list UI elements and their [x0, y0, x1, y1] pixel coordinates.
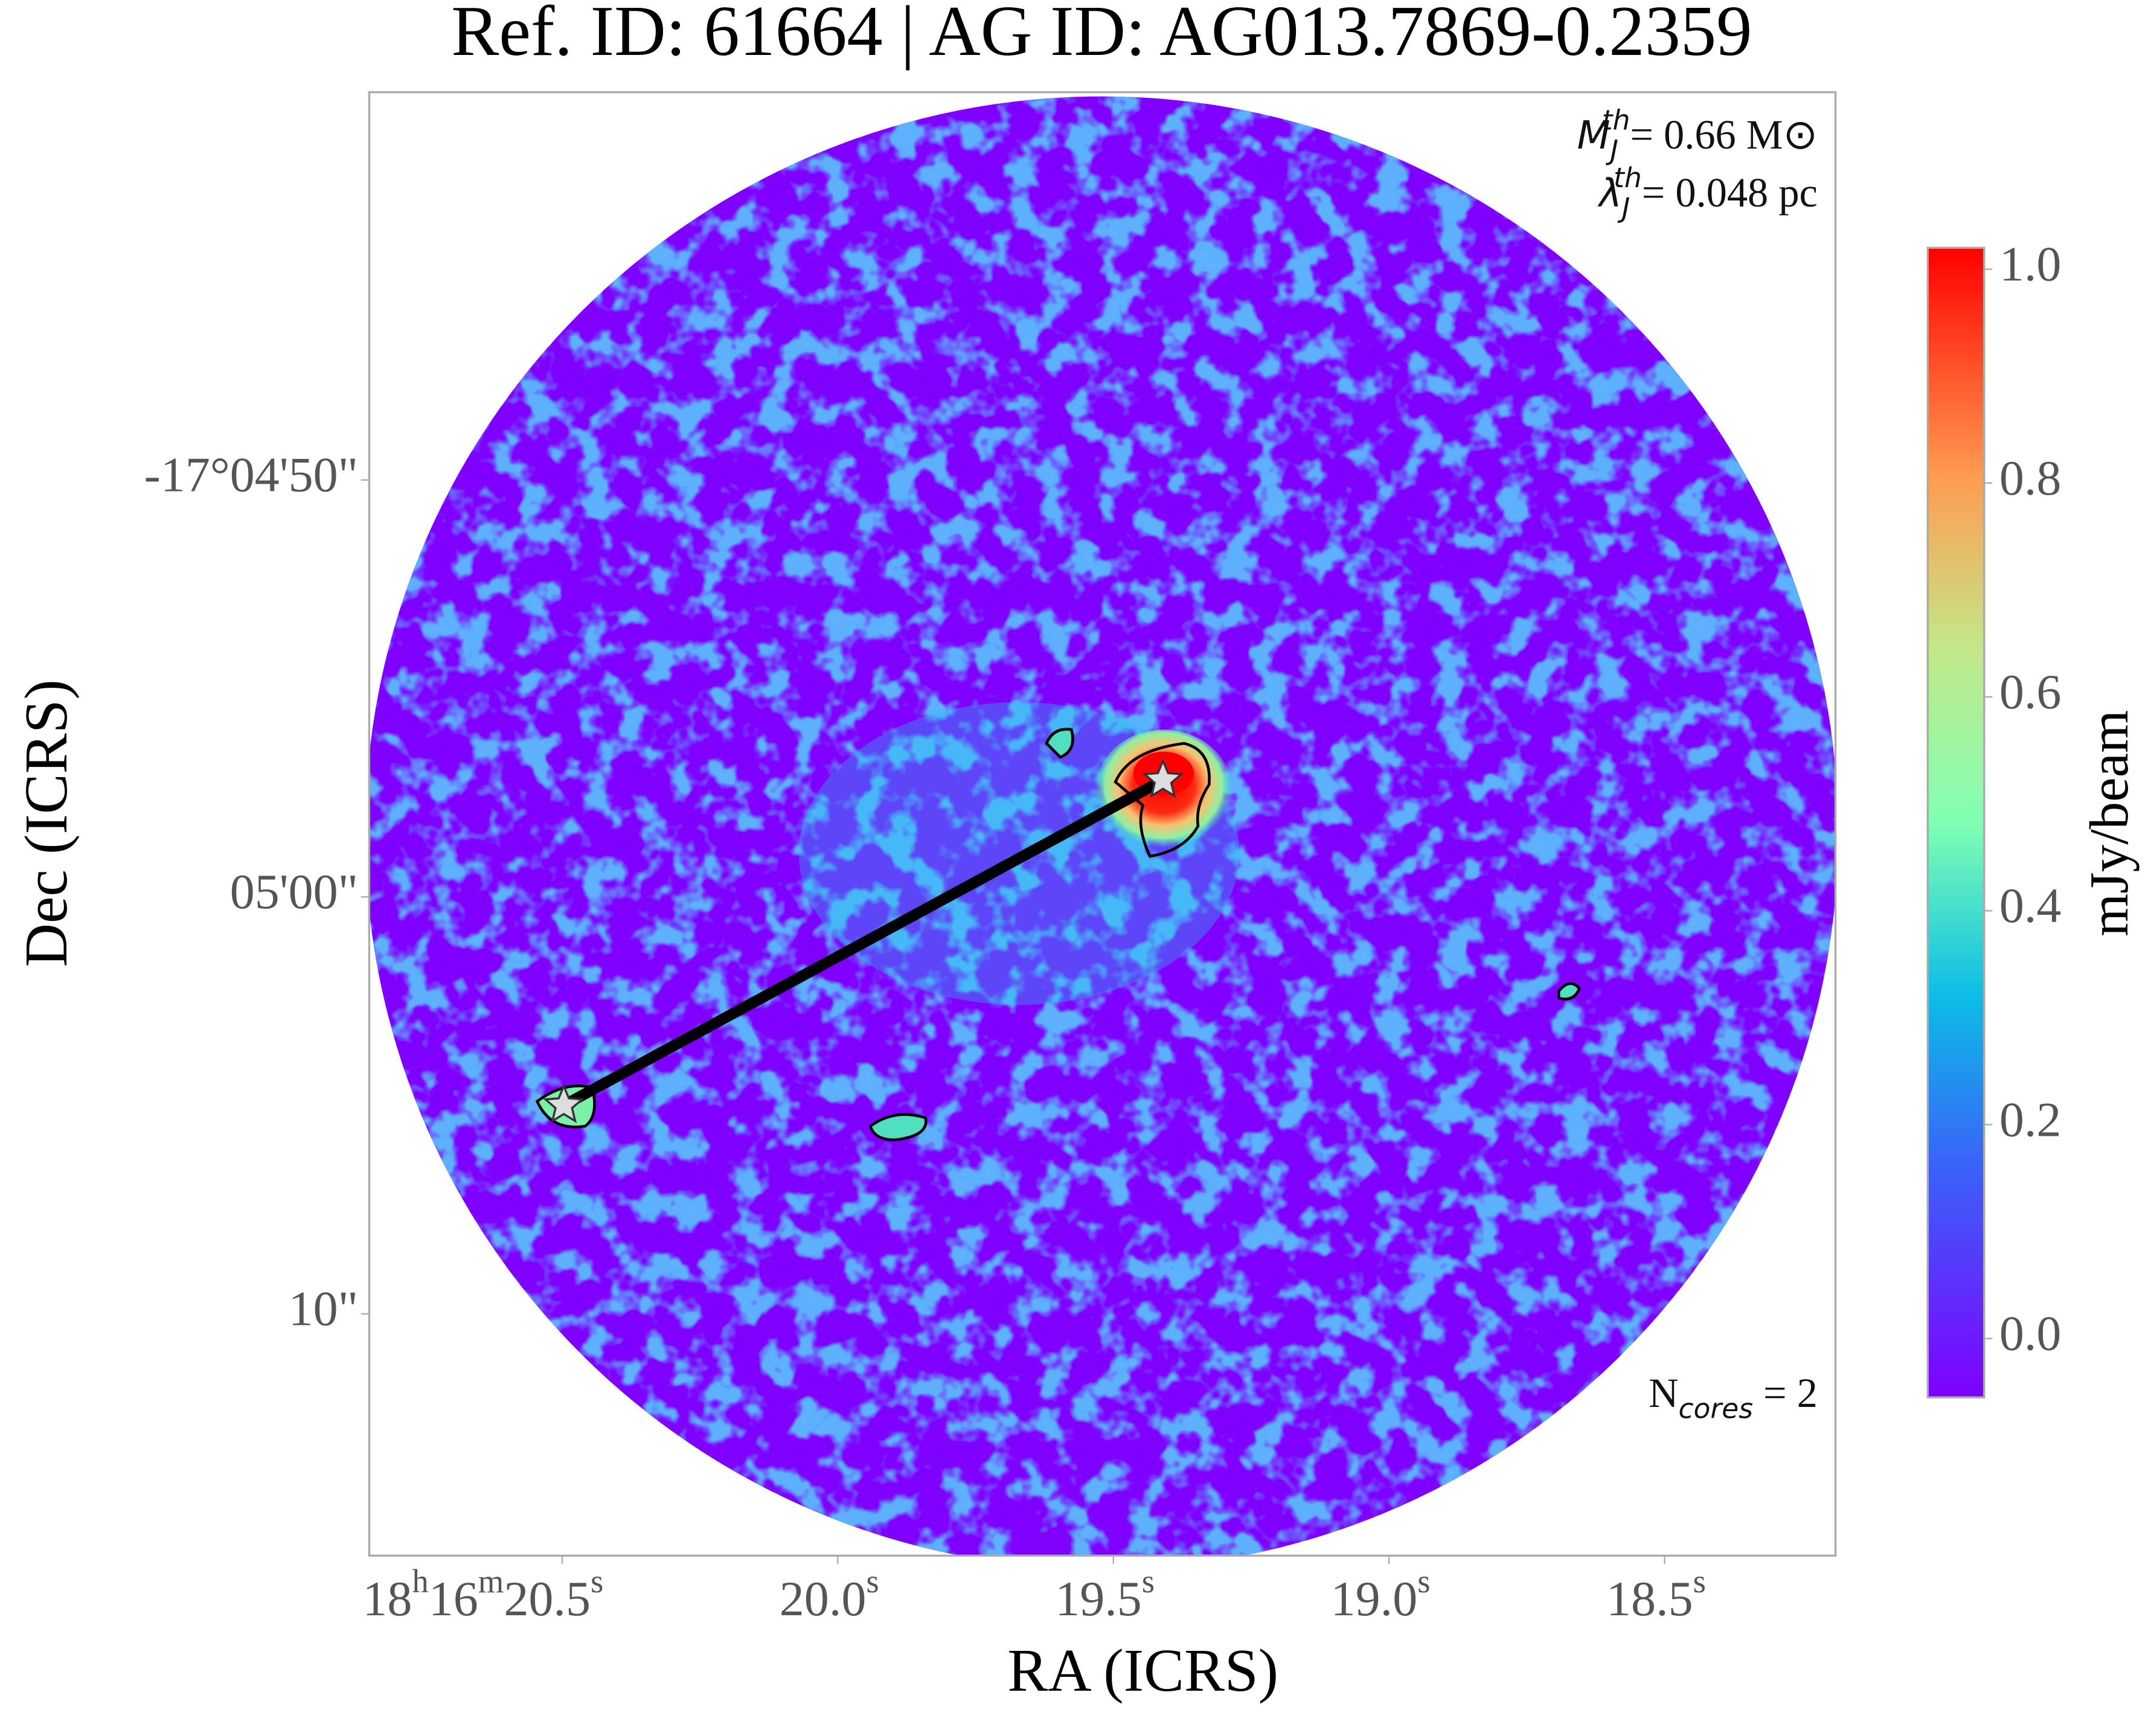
annotation-sup: th: [1614, 162, 1642, 194]
x-tick-label: 20.0s: [780, 1563, 879, 1626]
frame: [368, 91, 1837, 1557]
y-tick-label: -17°04'50": [144, 447, 359, 502]
x-tick-label: 18h16m20.5s: [362, 1563, 603, 1626]
map: [369, 96, 1836, 1556]
core-marker: [543, 1083, 585, 1124]
colorbar-tick-label: 0.6: [1999, 664, 2062, 719]
colorbar-tick-label: 1.0: [1999, 237, 2062, 292]
y-axis-label: Dec (ICRS): [13, 679, 80, 967]
annotation-text: = 2: [1753, 1370, 1818, 1416]
x-axis-label: RA (ICRS): [1007, 1637, 1278, 1704]
core-marker: [1142, 758, 1184, 798]
y-tick-label: 05'00": [230, 864, 358, 919]
core-link: [561, 775, 1166, 1110]
annotation-text: = 0.048 pc: [1642, 170, 1818, 216]
colorbar-label: mJy/beam: [2079, 710, 2140, 937]
annotation: Ncores = 2: [1649, 1370, 1818, 1424]
annotation-symbol: λ: [1597, 171, 1622, 216]
colorbar-tick-label: 0.8: [1999, 450, 2062, 505]
colorbar-tick-label: 0.2: [1999, 1092, 2062, 1147]
colorbar-tick-label: 0.0: [1999, 1306, 2062, 1361]
annotation-text: = 0.66 M⊙: [1630, 112, 1818, 158]
annotation-sub: cores: [1678, 1392, 1752, 1424]
annotation: λJth= 0.048 pc: [1597, 162, 1818, 224]
y-tick-label: 10": [289, 1281, 359, 1336]
annotation-symbol: M: [1577, 114, 1610, 158]
x-tick-label: 19.5s: [1055, 1563, 1155, 1626]
annotation-sup: th: [1602, 104, 1630, 136]
annotation: MJth= 0.66 M⊙: [1577, 104, 1817, 166]
x-tick-label: 18.5s: [1606, 1563, 1706, 1626]
chart-title: Ref. ID: 61664 | AG ID: AG013.7869-0.235…: [451, 0, 1752, 71]
colorbar-tick-label: 0.4: [1999, 878, 2062, 933]
colorbar: [1926, 246, 1986, 1398]
annotation-symbol: N: [1649, 1370, 1678, 1416]
x-tick-label: 19.0s: [1331, 1563, 1431, 1626]
